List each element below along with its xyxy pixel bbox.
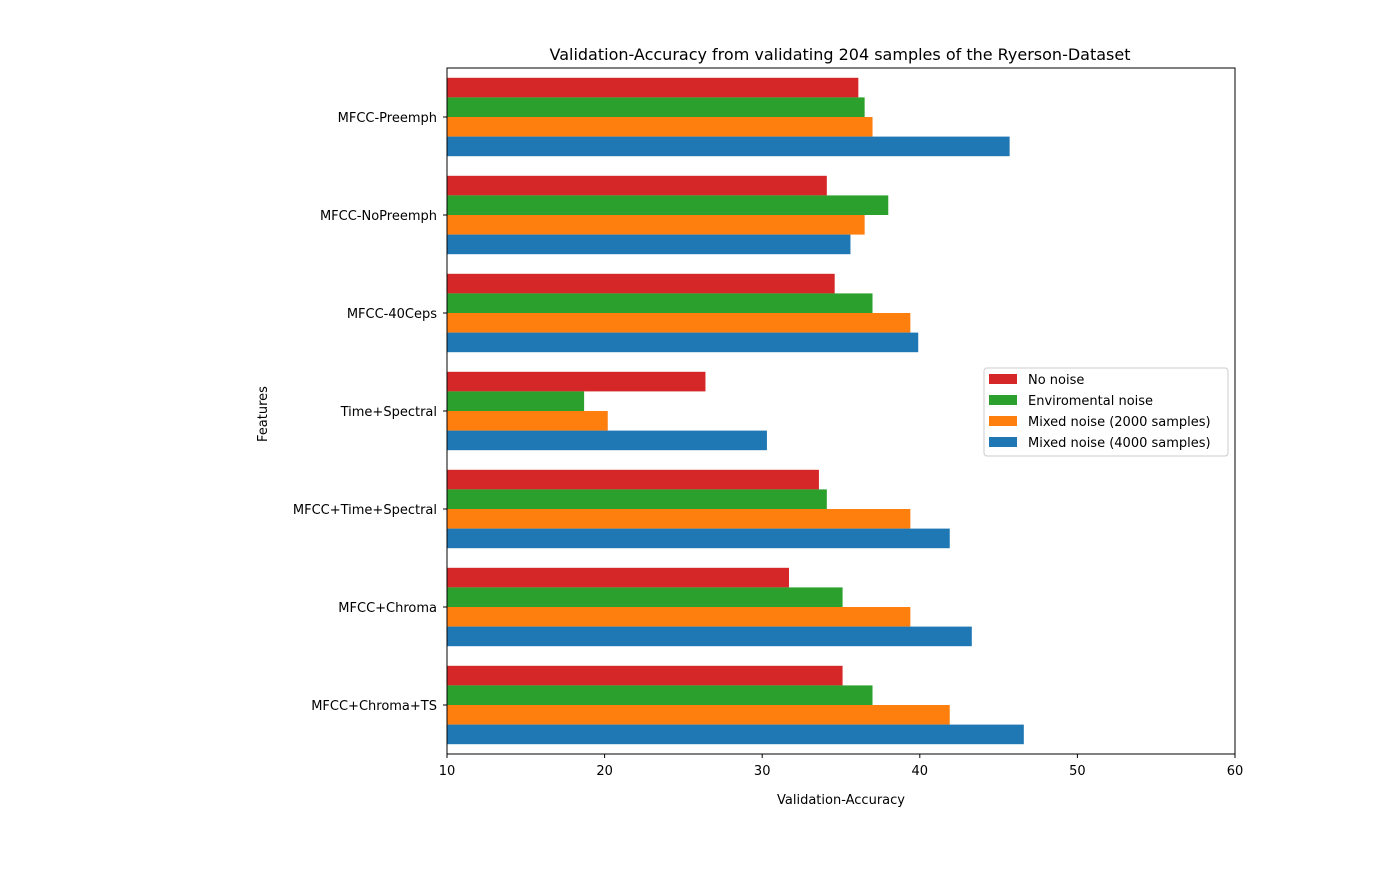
bar bbox=[447, 430, 767, 451]
x-tick-label: 30 bbox=[754, 764, 771, 779]
bar bbox=[447, 97, 865, 117]
y-tick-label: MFCC+Chroma bbox=[338, 601, 437, 616]
bar bbox=[447, 117, 873, 137]
bar bbox=[447, 469, 819, 490]
y-tick-label: MFCC-NoPreemph bbox=[320, 209, 437, 224]
bar bbox=[447, 665, 843, 686]
bars bbox=[447, 77, 1024, 745]
bar bbox=[447, 528, 950, 549]
bar bbox=[447, 587, 843, 607]
x-tick-label: 60 bbox=[1227, 764, 1244, 779]
x-axis: 10 20 30 40 50 60 bbox=[439, 754, 1244, 779]
legend-swatch bbox=[989, 437, 1017, 447]
bar bbox=[447, 175, 827, 196]
legend-box bbox=[983, 367, 1229, 457]
chart-title: Validation-Accuracy from validating 204 … bbox=[549, 45, 1130, 64]
bar bbox=[447, 136, 1010, 157]
y-tick-label: MFCC-40Ceps bbox=[347, 307, 437, 322]
bar bbox=[447, 391, 585, 411]
bar bbox=[447, 273, 835, 294]
legend: No noise Enviromental noise Mixed noise (2… bbox=[983, 367, 1229, 457]
legend-label: Mixed noise (4000 samples) bbox=[1028, 436, 1211, 451]
bar bbox=[447, 705, 950, 725]
bar bbox=[447, 509, 911, 529]
x-axis-label: Validation-Accuracy bbox=[777, 793, 905, 808]
bar bbox=[447, 332, 919, 353]
legend-swatch bbox=[989, 374, 1017, 384]
legend-swatch bbox=[989, 395, 1017, 405]
bar bbox=[447, 724, 1024, 745]
y-axis-label: Features bbox=[256, 386, 271, 442]
x-tick-label: 10 bbox=[439, 764, 456, 779]
bar bbox=[447, 626, 972, 647]
y-tick-label: Time+Spectral bbox=[340, 405, 437, 420]
bar bbox=[447, 489, 827, 509]
bar bbox=[447, 685, 873, 705]
bar bbox=[447, 313, 911, 333]
x-tick-label: 50 bbox=[1069, 764, 1086, 779]
x-tick-label: 40 bbox=[912, 764, 929, 779]
bar bbox=[447, 371, 706, 392]
y-tick-label: MFCC+Chroma+TS bbox=[311, 699, 437, 714]
legend-label: Mixed noise (2000 samples) bbox=[1028, 415, 1211, 430]
legend-swatch bbox=[989, 416, 1017, 426]
bar bbox=[447, 195, 889, 215]
bar bbox=[447, 77, 859, 98]
y-axis: MFCC-Preemph MFCC-NoPreemph MFCC-40Ceps Tim… bbox=[293, 111, 447, 714]
y-tick-label: MFCC-Preemph bbox=[338, 111, 437, 126]
bar bbox=[447, 567, 789, 588]
bar bbox=[447, 293, 873, 313]
bar bbox=[447, 215, 865, 235]
legend-label: Enviromental noise bbox=[1028, 394, 1153, 409]
bar bbox=[447, 234, 851, 255]
bar bbox=[447, 411, 608, 431]
legend-label: No noise bbox=[1028, 373, 1084, 388]
bar bbox=[447, 607, 911, 627]
y-tick-label: MFCC+Time+Spectral bbox=[293, 503, 437, 518]
x-tick-label: 20 bbox=[596, 764, 613, 779]
